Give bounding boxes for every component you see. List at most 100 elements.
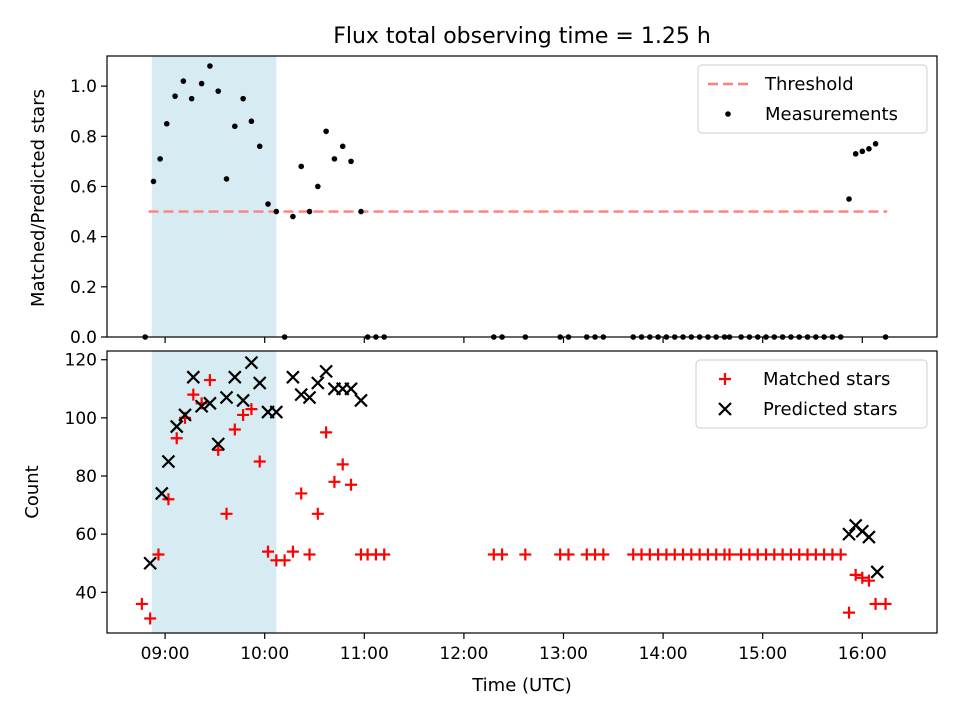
matched-star-point — [286, 545, 299, 558]
matched-star-point — [562, 548, 575, 561]
x-tick-label: 13:00 — [539, 644, 588, 664]
matched-star-point — [345, 478, 358, 491]
x-tick-label: 10:00 — [240, 644, 289, 664]
bottom-y-tick-label: 40 — [75, 583, 97, 603]
predicted-star-point — [169, 419, 184, 434]
top-x-ticks — [164, 337, 863, 343]
measurement-point — [150, 178, 157, 185]
matched-star-point — [170, 432, 183, 445]
bottom-panel: 40 60 80 100 120 09:00 10:00 11:00 12:00 13:00 14… — [22, 350, 938, 696]
measurement-point — [207, 63, 213, 69]
bottom-y-tick-label: 60 — [75, 525, 97, 545]
legend-measurements-label: Measurements — [765, 104, 898, 125]
x-tick-label: 14:00 — [639, 644, 688, 664]
matched-star-point — [245, 403, 258, 416]
measurement-point — [859, 148, 866, 155]
legend-threshold-label: Threshold — [764, 74, 854, 95]
matched-star-point — [220, 507, 233, 520]
matched-star-point — [723, 548, 736, 561]
measurement-point — [256, 143, 263, 150]
x-tick-label: 11:00 — [340, 644, 389, 664]
predicted-star-point — [344, 382, 358, 396]
predicted-star-point — [302, 390, 317, 405]
top-legend: Threshold Measurements — [697, 64, 928, 134]
matched-star-point — [295, 487, 308, 500]
matched-star-point — [496, 548, 509, 561]
matched-star-point — [203, 374, 216, 387]
measurement-point — [323, 128, 329, 135]
measurement-point — [273, 208, 280, 215]
bottom-x-ticks: 09:00 10:00 11:00 12:00 13:00 14:00 15:00 16:00 — [141, 633, 887, 664]
matched-star-point — [144, 612, 157, 625]
matched-star-point — [278, 554, 291, 567]
matched-star-point — [152, 548, 165, 561]
predicted-star-point — [319, 364, 333, 379]
matched-star-point — [879, 597, 892, 610]
predicted-star-point — [252, 376, 267, 390]
measurement-point — [331, 156, 338, 162]
matched-star-point — [212, 443, 225, 456]
measurement-point — [846, 196, 852, 202]
matched-star-point — [856, 571, 869, 584]
bottom-y-ticks: 40 60 80 100 120 — [65, 351, 107, 603]
predicted-star-point — [294, 387, 308, 402]
measurement-point — [215, 88, 222, 94]
x-tick-label: 12:00 — [439, 644, 488, 664]
matched-star-point — [328, 475, 341, 488]
bottom-legend: Matched stars Predicted stars — [695, 359, 928, 429]
bottom-axes-frame — [106, 350, 938, 634]
measurement-point — [223, 176, 230, 182]
measurement-point — [348, 158, 354, 165]
measurement-point — [290, 213, 296, 220]
bottom-observation-interval — [151, 351, 277, 633]
measurement-point — [358, 208, 364, 215]
predicted-star-point — [842, 527, 856, 541]
measurement-point — [172, 93, 178, 99]
top-axes-frame — [106, 55, 938, 338]
predicted-star-point — [236, 393, 250, 408]
predicted-star-point — [286, 370, 300, 384]
top-y-tick-label: 0.0 — [70, 328, 97, 348]
matched-star-point — [519, 548, 532, 561]
matched-star-point — [597, 548, 610, 561]
predicted-star-point — [311, 376, 325, 390]
x-axis-label: Time (UTC) — [471, 675, 572, 696]
predicted-star-point — [143, 556, 157, 571]
x-tick-label: 16:00 — [838, 644, 887, 664]
measurement-point — [265, 201, 271, 207]
measurement-point — [315, 183, 321, 190]
top-panel: 0.0 0.2 0.4 0.6 0.8 1.0 Matched/Predicted sta… — [28, 55, 938, 348]
top-legend-box — [697, 64, 928, 134]
measurement-point — [157, 156, 163, 162]
measurement-point — [188, 95, 195, 102]
predicted-star-point — [862, 530, 876, 544]
matched-star-point — [311, 507, 324, 520]
measurement-point — [339, 143, 346, 150]
measurement-point — [872, 141, 879, 147]
predicted-star-point — [228, 370, 242, 384]
matched-star-point — [862, 574, 875, 587]
legend-predicted-swatch — [718, 402, 732, 416]
top-y-tick-label: 0.8 — [70, 127, 97, 147]
predicted-star-point — [354, 393, 368, 408]
predicted-star-point — [870, 565, 885, 579]
matched-star-point — [162, 493, 175, 506]
top-observation-interval — [151, 56, 277, 337]
measurement-point — [866, 146, 872, 152]
matched-star-point — [237, 408, 250, 421]
measurement-point — [240, 95, 246, 102]
predicted-star-point — [211, 437, 225, 451]
matched-star-point — [320, 426, 333, 439]
matched-star-points — [135, 374, 892, 625]
matched-star-point — [849, 568, 862, 581]
predicted-star-point — [219, 390, 234, 405]
legend-matched-swatch — [719, 373, 731, 385]
measurement-point — [298, 163, 305, 170]
predicted-star-point — [186, 370, 201, 384]
legend-predicted-label: Predicted stars — [763, 399, 897, 420]
predicted-star-point — [269, 405, 284, 419]
predicted-star-point — [194, 399, 209, 414]
legend-matched-label: Matched stars — [763, 369, 890, 390]
predicted-star-points — [143, 355, 885, 579]
